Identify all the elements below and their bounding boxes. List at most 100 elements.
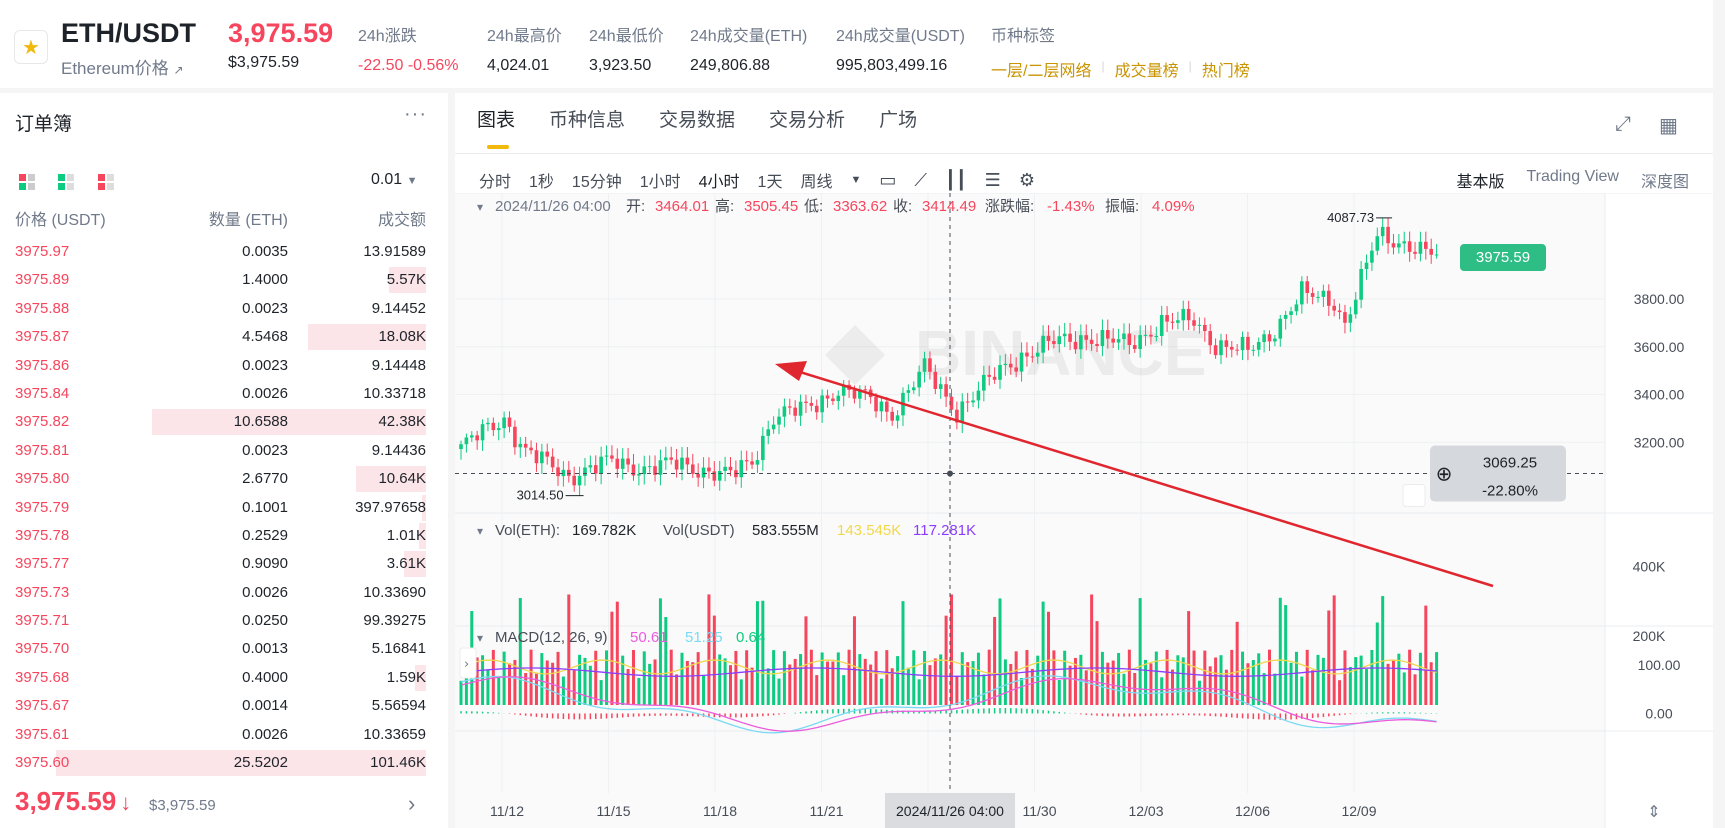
orderbook-row[interactable]: 3975.86 0.0023 9.14448 <box>0 352 448 380</box>
interval-1h[interactable]: 1小时 <box>639 174 681 191</box>
candle <box>944 384 948 397</box>
orderbook-title: 订单簿 <box>15 114 73 135</box>
add-alert-icon[interactable]: ⊕ <box>1436 462 1453 486</box>
interval-time[interactable]: 分时 <box>479 174 512 191</box>
pane-collapse-button[interactable] <box>459 647 477 679</box>
interval-1s[interactable]: 1秒 <box>529 174 554 191</box>
legend-high-label: 高: <box>715 198 734 215</box>
tag-hot-rank[interactable]: 热门榜 <box>1201 63 1250 80</box>
orderbook-row[interactable]: 3975.68 0.4000 1.59K <box>0 664 448 692</box>
chevron-down-icon[interactable]: ▾ <box>477 200 483 214</box>
orderbook-bids-icon[interactable] <box>58 174 74 190</box>
orderbook-row[interactable]: 3975.84 0.0026 10.33718 <box>0 380 448 408</box>
tag-layer-network[interactable]: 一层/二层网络 <box>991 63 1092 80</box>
orderbook-row[interactable]: 3975.77 0.9090 3.61K <box>0 550 448 578</box>
orderbook-row[interactable]: 3975.81 0.0023 9.14436 <box>0 437 448 465</box>
candle <box>1084 335 1089 340</box>
candle <box>658 460 663 475</box>
volume-ma1-line <box>460 659 1437 675</box>
volume-bar <box>578 654 582 705</box>
chevron-down-icon[interactable]: ▾ <box>477 524 483 538</box>
coin-name-link[interactable]: Ethereum价格 ↗ <box>61 54 184 79</box>
row-total: 42.38K <box>378 413 426 431</box>
candle <box>1165 315 1169 322</box>
volume-bar <box>1230 649 1234 705</box>
orderbook-row[interactable]: 3975.60 25.5202 101.46K <box>0 749 448 777</box>
orderbook-row[interactable]: 3975.82 10.6588 42.38K <box>0 408 448 436</box>
tab-trading-analysis[interactable]: 交易分析 <box>769 110 846 131</box>
candle <box>976 390 981 401</box>
orderbook-row[interactable]: 3975.88 0.0023 9.14452 <box>0 295 448 323</box>
candle-type-icon[interactable]: ▭ <box>879 169 897 190</box>
orderbook-row[interactable]: 3975.89 1.4000 5.57K <box>0 266 448 294</box>
drawing-icon[interactable]: ☰ <box>984 169 1001 190</box>
orderbook-row[interactable]: 3975.73 0.0026 10.33690 <box>0 579 448 607</box>
expand-icon[interactable]: ⤢ <box>1615 113 1631 135</box>
time-tick-label: 12/09 <box>1341 803 1376 819</box>
interval-1w[interactable]: 周线 <box>800 174 833 191</box>
chevron-down-icon[interactable]: ▼ <box>850 174 862 186</box>
settings-icon[interactable]: ⚙ <box>1018 169 1035 190</box>
row-total: 5.57K <box>386 271 426 289</box>
candle <box>1364 262 1369 270</box>
chevron-down-icon[interactable]: ▾ <box>477 631 483 645</box>
candle <box>1326 290 1331 306</box>
orderbook-row[interactable]: 3975.71 0.0250 99.39275 <box>0 607 448 635</box>
chevron-right-icon[interactable]: › <box>408 791 416 816</box>
annotation-arrow-line <box>786 366 1494 588</box>
depth-bar <box>414 664 426 691</box>
layout-icon[interactable]: ▦ <box>1659 115 1678 137</box>
precision-select[interactable]: 0.01 ▼ <box>371 171 417 189</box>
orderbook-asks-icon[interactable] <box>98 174 114 190</box>
interval-1d[interactable]: 1天 <box>757 174 783 191</box>
orderbook-panel: 订单簿 ··· 0.01 ▼ 价格 (USDT) 数量 (ETH) 成交额 39… <box>0 93 448 828</box>
interval-4h[interactable]: 4小时 <box>698 174 740 191</box>
more-icon[interactable]: ··· <box>404 103 427 125</box>
view-basic[interactable]: 基本版 <box>1456 174 1505 191</box>
depth-bar <box>355 466 426 493</box>
orderbook-row[interactable]: 3975.61 0.0026 10.33659 <box>0 721 448 749</box>
tab-trading-data[interactable]: 交易数据 <box>659 110 736 131</box>
candle <box>1305 281 1310 294</box>
chart-tabs: 图表 币种信息 交易数据 交易分析 广场 <box>477 105 951 149</box>
orderbook-row[interactable]: 3975.79 0.1001 397.97658 <box>0 494 448 522</box>
row-amount: 0.0023 <box>242 441 288 459</box>
candle <box>1035 352 1040 357</box>
order-icon[interactable] <box>1402 484 1426 508</box>
candle <box>1283 314 1288 319</box>
row-total: 101.46K <box>370 754 426 772</box>
stat-value: 4,024.01 <box>487 57 550 74</box>
view-tradingview[interactable]: Trading View <box>1526 168 1619 185</box>
indicator-icon[interactable]: ⟋ <box>914 169 927 190</box>
candle <box>669 457 674 460</box>
candles-icon[interactable]: ┃┃ <box>944 169 967 190</box>
interval-15m[interactable]: 15分钟 <box>571 174 622 191</box>
tab-chart[interactable]: 图表 <box>477 105 515 149</box>
chart-view-switch: 基本版 Trading View 深度图 <box>1434 168 1689 192</box>
volume-bar <box>599 680 603 705</box>
orderbook-row[interactable]: 3975.97 0.0035 13.91589 <box>0 238 448 266</box>
orderbook-both-icon[interactable] <box>19 174 35 190</box>
row-price: 3975.79 <box>15 498 70 516</box>
fit-icon[interactable]: ⇕ <box>1647 802 1660 821</box>
candle <box>1014 367 1018 372</box>
orderbook-row[interactable]: 3975.70 0.0013 5.16841 <box>0 635 448 663</box>
tag-volume-rank[interactable]: 成交量榜 <box>1114 63 1179 80</box>
view-depth[interactable]: 深度图 <box>1640 174 1689 191</box>
volume-bar <box>696 652 700 705</box>
tab-coin-info[interactable]: 币种信息 <box>549 110 626 131</box>
orderbook-row[interactable]: 3975.87 4.5468 18.08K <box>0 323 448 351</box>
volume-bar <box>777 678 781 705</box>
orderbook-row[interactable]: 3975.67 0.0014 5.56594 <box>0 692 448 720</box>
orderbook-row[interactable]: 3975.80 2.6770 10.64K <box>0 465 448 493</box>
volume-bar <box>804 616 808 705</box>
tab-square[interactable]: 广场 <box>879 110 918 131</box>
candlestick-chart[interactable]: BINANCE ▾ 2024/11/26 04:00 开: 3464.01 高:… <box>455 193 1713 828</box>
candle <box>955 409 959 423</box>
volume-bar <box>653 659 657 705</box>
coin-name: Ethereum价格 <box>61 59 169 78</box>
orderbook-row[interactable]: 3975.78 0.2529 1.01K <box>0 522 448 550</box>
row-amount: 25.5202 <box>233 754 288 772</box>
star-icon[interactable]: ★ <box>14 30 48 64</box>
volume-bar <box>766 668 770 705</box>
